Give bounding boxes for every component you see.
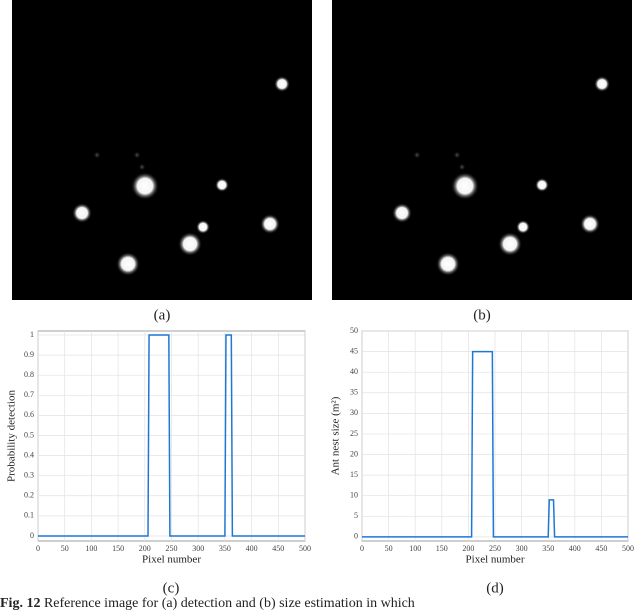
y-tick-label: 1 [30,330,34,339]
x-tick-label: 50 [385,544,393,553]
y-tick-label: 0.8 [24,370,34,379]
y-tick-label: 30 [350,408,358,417]
data-line [362,350,628,538]
x-tick-label: 0 [360,544,364,553]
data-line [38,334,305,537]
x-tick-label: 250 [166,544,178,553]
y-tick-label: 0 [354,532,358,541]
panel-label: (b) [473,307,491,323]
x-tick-label: 500 [622,544,634,553]
y-tick-label: 0.7 [24,390,34,399]
caption-label: Fig. 12 [0,596,40,611]
y-tick-label: 0 [30,531,34,540]
x-tick-label: 400 [569,544,581,553]
x-tick-label: 100 [85,544,97,553]
y-axis-label: Ant nest size (m²) [330,396,342,475]
y-tick-label: 50 [350,326,358,335]
caption: Fig. 12 Reference image for (a) detectio… [0,596,415,611]
x-tick-label: 200 [139,544,151,553]
y-tick-label: 10 [350,491,358,500]
caption-text: Reference image for (a) detection and (b… [44,596,415,611]
y-tick-label: 35 [350,388,358,397]
panel-label: (a) [154,307,171,323]
x-axis-label: Pixel number [466,554,525,566]
x-tick-label: 450 [272,544,284,553]
x-tick-label: 50 [61,544,69,553]
x-tick-label: 300 [192,544,204,553]
x-tick-label: 250 [489,544,501,553]
x-tick-label: 0 [36,544,40,553]
image-a [12,0,312,300]
panel-label: (d) [486,580,504,596]
y-tick-label: 0.6 [24,410,34,419]
x-tick-label: 300 [516,544,528,553]
x-tick-label: 450 [595,544,607,553]
y-tick-label: 0.2 [24,491,34,500]
y-tick-label: 25 [350,429,358,438]
y-tick-label: 0.5 [24,430,34,439]
x-tick-label: 150 [436,544,448,553]
x-axis-label: Pixel number [142,554,201,566]
y-tick-label: 0.1 [24,511,34,520]
x-tick-label: 350 [542,544,554,553]
y-axis-label: Probability detection [6,390,18,482]
panel-label: (c) [163,580,180,596]
x-tick-label: 350 [219,544,231,553]
image-b [332,0,632,300]
x-tick-label: 100 [409,544,421,553]
x-tick-label: 500 [299,544,311,553]
x-tick-label: 400 [246,544,258,553]
y-tick-label: 0.4 [24,450,34,459]
y-tick-label: 0.9 [24,350,34,359]
y-tick-label: 0.3 [24,471,34,480]
y-tick-label: 45 [350,346,358,355]
y-tick-label: 15 [350,470,358,479]
y-tick-label: 20 [350,449,358,458]
y-tick-label: 5 [354,511,358,520]
x-tick-label: 150 [112,544,124,553]
y-tick-label: 40 [350,367,358,376]
x-tick-label: 200 [462,544,474,553]
